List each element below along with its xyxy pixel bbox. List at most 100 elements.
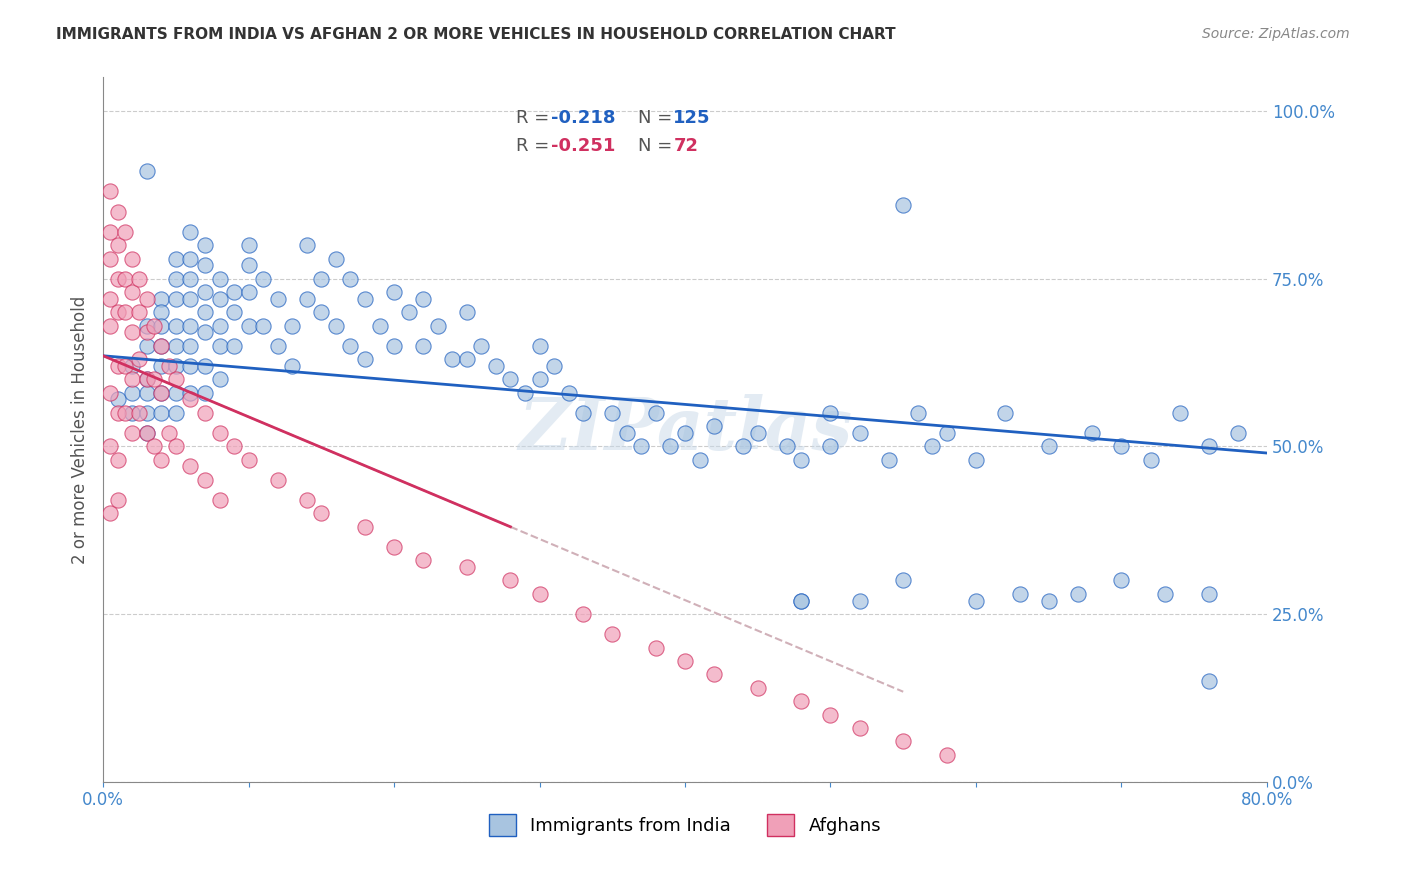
Immigrants from India xyxy=(179,225,201,239)
Immigrants from India xyxy=(150,292,173,306)
Immigrants from India xyxy=(600,406,623,420)
Immigrants from India xyxy=(179,292,201,306)
Afghans xyxy=(194,473,217,487)
Text: IMMIGRANTS FROM INDIA VS AFGHAN 2 OR MORE VEHICLES IN HOUSEHOLD CORRELATION CHAR: IMMIGRANTS FROM INDIA VS AFGHAN 2 OR MOR… xyxy=(56,27,896,42)
Immigrants from India xyxy=(121,406,143,420)
Immigrants from India xyxy=(1038,439,1060,453)
Immigrants from India xyxy=(179,318,201,333)
Immigrants from India xyxy=(339,339,361,353)
Immigrants from India xyxy=(820,406,842,420)
Afghans xyxy=(100,385,122,400)
Afghans xyxy=(143,318,166,333)
Afghans xyxy=(100,439,122,453)
Immigrants from India xyxy=(1038,593,1060,607)
Immigrants from India xyxy=(529,372,551,386)
Immigrants from India xyxy=(311,305,333,319)
Text: N =: N = xyxy=(638,109,679,128)
Immigrants from India xyxy=(121,359,143,373)
Immigrants from India xyxy=(135,318,157,333)
Immigrants from India xyxy=(398,305,420,319)
Afghans xyxy=(114,225,136,239)
Immigrants from India xyxy=(456,305,478,319)
Immigrants from India xyxy=(281,359,304,373)
Immigrants from India xyxy=(194,359,217,373)
Afghans xyxy=(128,406,150,420)
Immigrants from India xyxy=(689,452,711,467)
Afghans xyxy=(747,681,769,695)
Immigrants from India xyxy=(135,406,157,420)
Afghans xyxy=(820,707,842,722)
Afghans xyxy=(150,452,173,467)
Afghans xyxy=(165,372,187,386)
Immigrants from India xyxy=(135,164,157,178)
Afghans xyxy=(135,372,157,386)
Immigrants from India xyxy=(1111,574,1133,588)
Afghans xyxy=(673,654,696,668)
Immigrants from India xyxy=(208,372,231,386)
Afghans xyxy=(194,406,217,420)
Immigrants from India xyxy=(1168,406,1191,420)
Immigrants from India xyxy=(165,406,187,420)
Text: -0.251: -0.251 xyxy=(551,137,616,155)
Afghans xyxy=(107,271,129,285)
Immigrants from India xyxy=(135,372,157,386)
Immigrants from India xyxy=(529,339,551,353)
Immigrants from India xyxy=(135,425,157,440)
Afghans xyxy=(114,406,136,420)
Immigrants from India xyxy=(208,339,231,353)
Immigrants from India xyxy=(965,593,987,607)
Immigrants from India xyxy=(368,318,391,333)
Immigrants from India xyxy=(1198,587,1220,601)
Immigrants from India xyxy=(441,352,464,367)
Immigrants from India xyxy=(165,385,187,400)
Y-axis label: 2 or more Vehicles in Household: 2 or more Vehicles in Household xyxy=(72,295,89,564)
Afghans xyxy=(107,406,129,420)
Afghans xyxy=(100,252,122,266)
Afghans xyxy=(354,520,377,534)
Immigrants from India xyxy=(267,339,290,353)
Afghans xyxy=(499,574,522,588)
Immigrants from India xyxy=(222,339,245,353)
Afghans xyxy=(456,560,478,574)
Immigrants from India xyxy=(339,271,361,285)
Afghans xyxy=(267,473,290,487)
Immigrants from India xyxy=(150,339,173,353)
Immigrants from India xyxy=(165,339,187,353)
Immigrants from India xyxy=(150,305,173,319)
Afghans xyxy=(208,493,231,508)
Afghans xyxy=(157,425,180,440)
Afghans xyxy=(100,185,122,199)
Immigrants from India xyxy=(1081,425,1104,440)
Afghans xyxy=(114,359,136,373)
Immigrants from India xyxy=(150,359,173,373)
Afghans xyxy=(135,425,157,440)
Immigrants from India xyxy=(1111,439,1133,453)
Afghans xyxy=(165,439,187,453)
Immigrants from India xyxy=(281,318,304,333)
Afghans xyxy=(150,339,173,353)
Afghans xyxy=(114,271,136,285)
Immigrants from India xyxy=(1198,674,1220,689)
Immigrants from India xyxy=(325,318,347,333)
Immigrants from India xyxy=(1008,587,1031,601)
Immigrants from India xyxy=(965,452,987,467)
Immigrants from India xyxy=(165,252,187,266)
Afghans xyxy=(295,493,318,508)
Immigrants from India xyxy=(891,198,914,212)
Text: 72: 72 xyxy=(673,137,699,155)
Immigrants from India xyxy=(820,439,842,453)
Immigrants from India xyxy=(790,593,813,607)
Afghans xyxy=(135,292,157,306)
Immigrants from India xyxy=(891,574,914,588)
Immigrants from India xyxy=(572,406,595,420)
Immigrants from India xyxy=(426,318,449,333)
Text: -0.218: -0.218 xyxy=(551,109,616,128)
Afghans xyxy=(121,252,143,266)
Afghans xyxy=(100,318,122,333)
Immigrants from India xyxy=(222,285,245,299)
Afghans xyxy=(121,326,143,340)
Immigrants from India xyxy=(222,305,245,319)
Afghans xyxy=(121,425,143,440)
Afghans xyxy=(150,385,173,400)
Immigrants from India xyxy=(165,271,187,285)
